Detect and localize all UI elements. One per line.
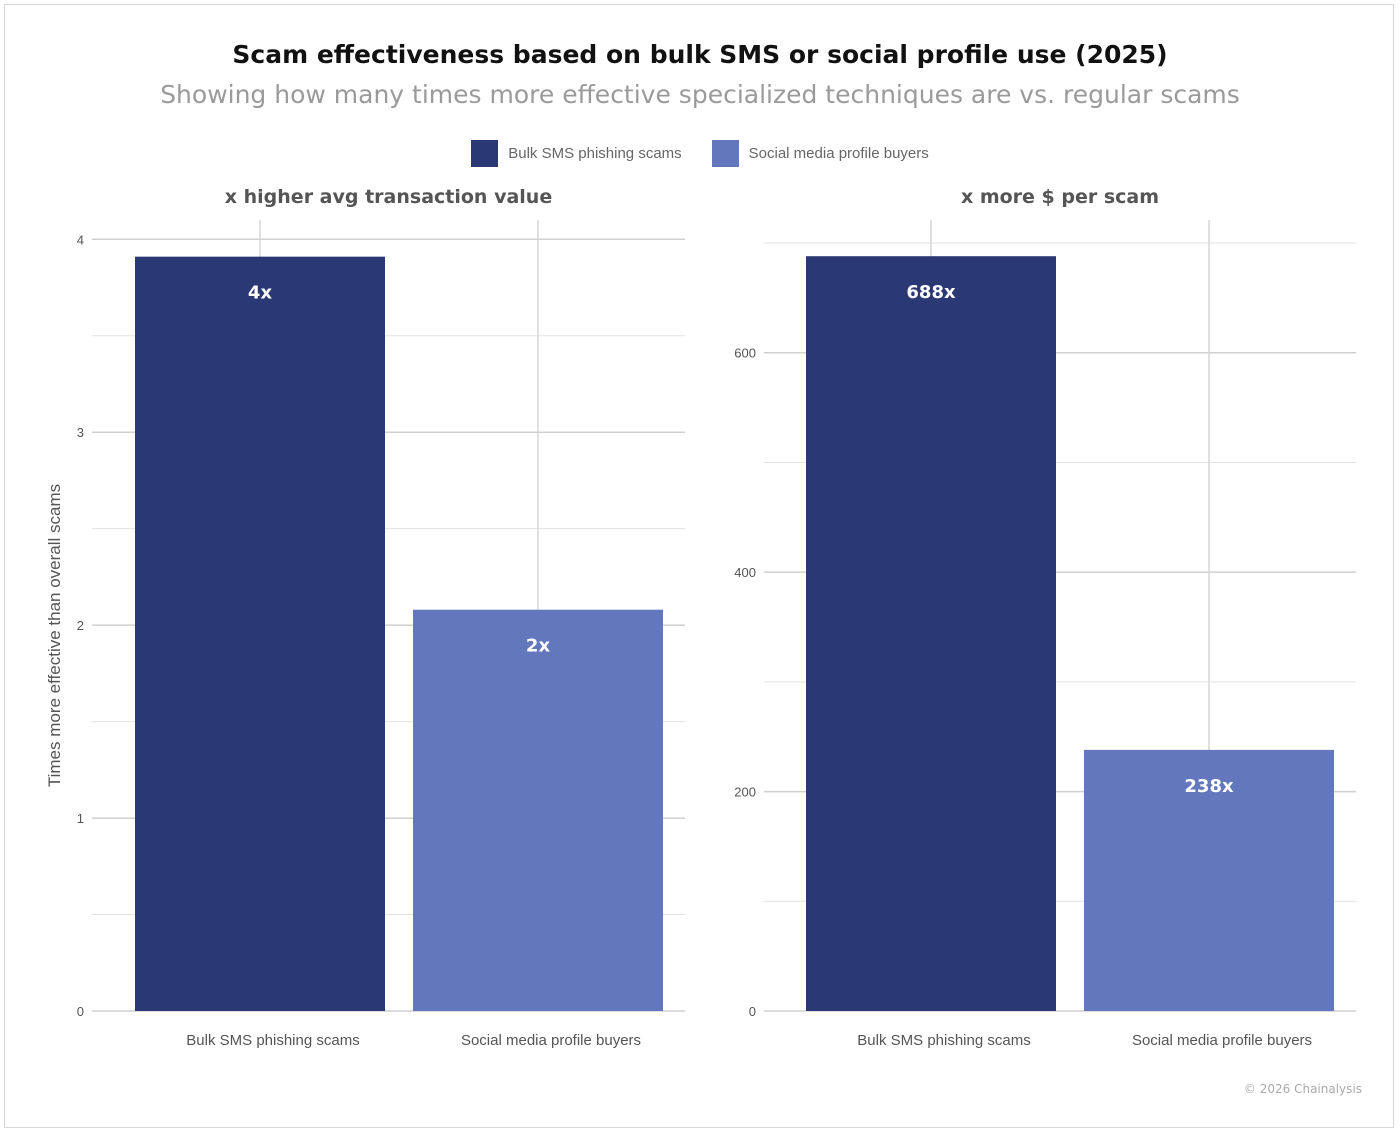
data-label: 238x <box>1184 776 1234 797</box>
legend-item-social-media[interactable]: Social media profile buyers <box>711 140 929 167</box>
data-label: 4x <box>248 283 273 304</box>
x-tick-label: Social media profile buyers <box>1132 1032 1312 1049</box>
chart-subtitle: Showing how many times more effective sp… <box>160 80 1240 109</box>
legend-swatch <box>471 140 499 167</box>
legend-item-bulk-sms[interactable]: Bulk SMS phishing scams <box>471 140 682 167</box>
x-tick-label: Social media profile buyers <box>461 1032 641 1049</box>
y-tick-label: 0 <box>749 1004 756 1019</box>
data-label: 2x <box>526 636 551 657</box>
legend: Bulk SMS phishing scams Social media pro… <box>0 140 1400 167</box>
bar-social-media <box>413 609 663 1011</box>
panel-title: x higher avg transaction value <box>225 186 552 208</box>
y-tick-label: 0 <box>77 1004 84 1019</box>
x-tick-label: Bulk SMS phishing scams <box>186 1032 359 1049</box>
legend-swatch <box>711 140 739 167</box>
y-tick-label: 4 <box>77 232 84 247</box>
chart-frame <box>4 4 1394 1128</box>
x-tick-label: Bulk SMS phishing scams <box>857 1032 1030 1049</box>
bar-bulk-sms <box>135 256 385 1011</box>
credit: © 2026 Chainalysis <box>1243 1082 1362 1096</box>
panel-title: x more $ per scam <box>961 186 1159 208</box>
y-axis-label: Times more effective than overall scams <box>45 484 64 787</box>
legend-label: Social media profile buyers <box>748 145 929 162</box>
data-label: 688x <box>906 282 956 303</box>
y-tick-label: 1 <box>77 811 84 826</box>
bar-bulk-sms <box>806 256 1056 1012</box>
y-tick-label: 200 <box>734 785 756 800</box>
legend-label: Bulk SMS phishing scams <box>508 145 682 162</box>
y-tick-label: 3 <box>77 425 84 440</box>
bar-social-media <box>1084 749 1334 1011</box>
y-tick-label: 600 <box>734 346 756 361</box>
y-tick-label: 400 <box>734 565 756 580</box>
chart-title: Scam effectiveness based on bulk SMS or … <box>232 40 1168 69</box>
y-tick-label: 2 <box>77 618 84 633</box>
